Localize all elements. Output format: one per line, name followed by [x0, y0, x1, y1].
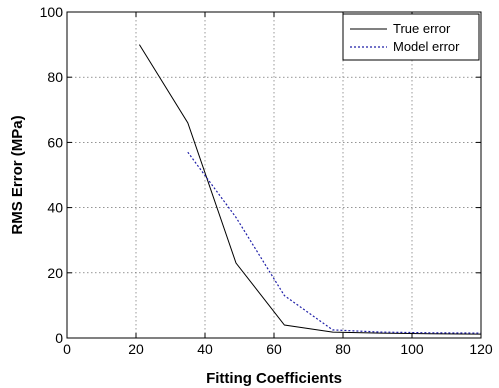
y-tick-label: 60 [47, 134, 63, 150]
x-tick-label: 0 [63, 341, 71, 357]
y-tick-label: 20 [47, 265, 63, 281]
x-axis-label: Fitting Coefficients [206, 370, 342, 387]
legend-box [342, 13, 480, 61]
x-tick-label: 40 [197, 341, 213, 357]
x-tick-label: 20 [128, 341, 144, 357]
x-tick-label: 100 [400, 341, 424, 357]
y-axis-label: RMS Error (MPa) [9, 115, 26, 234]
legend-entry-label: Model error [393, 39, 460, 54]
x-tick-label: 60 [266, 341, 282, 357]
y-tick-label: 0 [55, 330, 63, 346]
y-tick-label: 40 [47, 200, 63, 216]
series-line-model-error [187, 151, 482, 334]
y-tick-label: 80 [47, 69, 63, 85]
series-line-true-error [138, 44, 482, 335]
legend: True error Model error [342, 13, 480, 61]
series-lines [138, 44, 482, 335]
legend-entry-label: True error [393, 21, 451, 36]
y-tick-label: 100 [40, 4, 64, 20]
tick-labels: 0 20 40 60 80 100 120 0 20 40 60 80 100 [40, 4, 493, 357]
grid [67, 12, 481, 338]
x-tick-label: 120 [469, 341, 493, 357]
x-tick-label: 80 [335, 341, 351, 357]
